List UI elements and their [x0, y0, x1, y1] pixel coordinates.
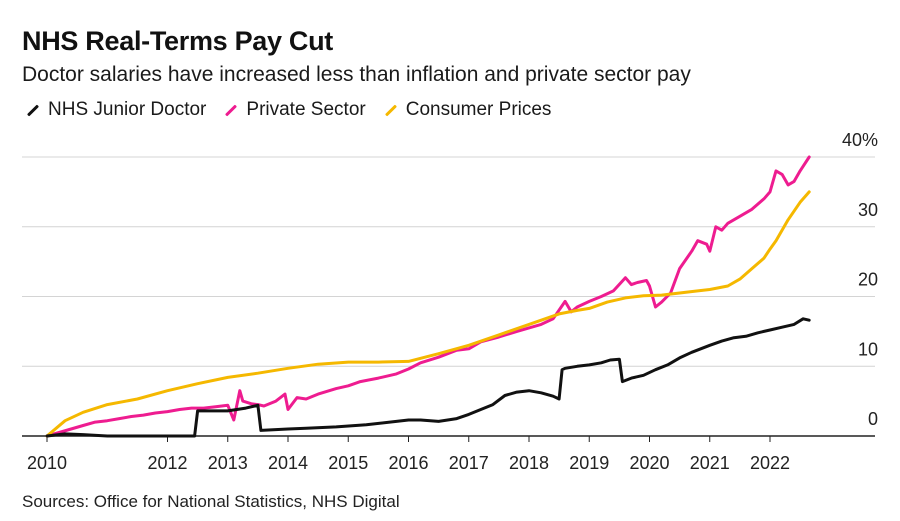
series-lines — [45, 155, 811, 438]
x-tick-label: 2016 — [388, 453, 428, 473]
x-tick-label: 2010 — [27, 453, 67, 473]
chart-title: NHS Real-Terms Pay Cut — [22, 26, 333, 56]
x-tick-label: 2017 — [449, 453, 489, 473]
x-tick-label: 2021 — [690, 453, 730, 473]
x-tick-label: 2013 — [208, 453, 248, 473]
series-line-nhs-junior-doctor — [45, 317, 811, 438]
legend: NHS Junior Doctor Private Sector Consume… — [22, 99, 565, 121]
y-tick-label: 40% — [842, 130, 878, 150]
x-tick-label: 2022 — [750, 453, 790, 473]
y-tick-label: 10 — [858, 339, 878, 359]
y-tick-label: 20 — [858, 270, 878, 290]
y-axis-ticks: 0 10 20 30 40% — [842, 130, 878, 429]
series-line-consumer-prices — [45, 190, 811, 438]
legend-label-nhs: NHS Junior Doctor — [48, 99, 207, 120]
x-tick-label: 2019 — [569, 453, 609, 473]
y-tick-label: 30 — [858, 200, 878, 220]
x-tick-label: 2020 — [629, 453, 669, 473]
x-axis-ticks: 2010 2012 2013 2014 2015 2016 2017 2018 2019 2020… — [27, 436, 790, 473]
series-line-private-sector — [45, 155, 811, 438]
legend-item-private-sector: Private Sector — [220, 99, 366, 121]
legend-item-consumer-prices: Consumer Prices — [380, 99, 552, 121]
x-tick-label: 2018 — [509, 453, 549, 473]
x-tick-label: 2012 — [147, 453, 187, 473]
source-note: Sources: Office for National Statistics,… — [22, 492, 400, 511]
x-tick-label: 2014 — [268, 453, 308, 473]
x-tick-label: 2015 — [328, 453, 368, 473]
chart-subtitle: Doctor salaries have increased less than… — [22, 63, 691, 86]
legend-label-cpi: Consumer Prices — [405, 99, 552, 120]
y-tick-label: 0 — [868, 409, 878, 429]
legend-label-private: Private Sector — [246, 99, 366, 120]
legend-item-nhs-junior-doctor: NHS Junior Doctor — [22, 99, 206, 121]
